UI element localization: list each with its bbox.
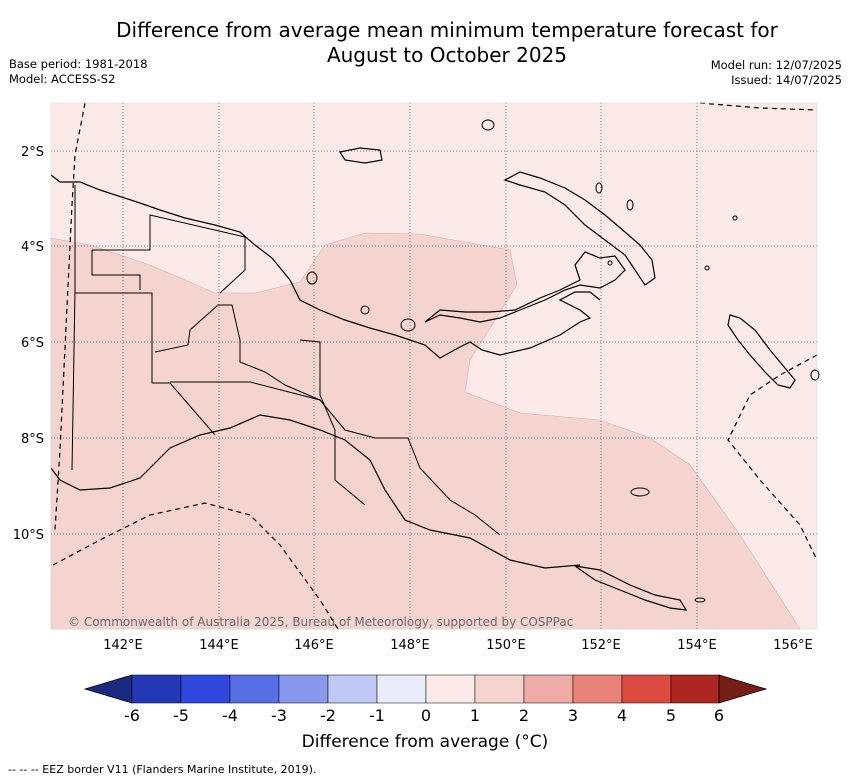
- lon-label: 152°E: [581, 638, 621, 653]
- lon-label: 144°E: [199, 638, 239, 653]
- colorbar-ticks: -6 -5 -4 -3 -2 -1 0 1 2 3 4 5 6: [124, 706, 724, 725]
- eez-footnote: -- -- -- EEZ border V11 (Flanders Marine…: [8, 763, 317, 776]
- eez-east: [727, 354, 818, 561]
- title-line-2: August to October 2025: [326, 43, 568, 67]
- issued-date: Issued: 14/07/2025: [731, 73, 842, 87]
- lon-label: 150°E: [486, 638, 526, 653]
- colorbar-tick: -5: [173, 706, 189, 725]
- colorbar-extend-high: [718, 674, 768, 704]
- base-period: Base period: 1981-2018: [9, 57, 148, 71]
- colorbar-bin: [229, 674, 280, 704]
- run-info: Model run: 12/07/2025 Issued: 14/07/2025: [711, 58, 842, 88]
- colorbar-tick: 2: [519, 706, 529, 725]
- new-britain: [424, 251, 626, 323]
- colorbar-title: Difference from average (°C): [301, 732, 549, 752]
- colorbar-bin: [278, 674, 329, 704]
- colorbar-bin: [474, 674, 525, 704]
- copyright-notice: © Commonwealth of Australia 2025, Bureau…: [68, 615, 573, 629]
- coastlines: [50, 147, 796, 611]
- model-name: Model: ACCESS-S2: [9, 72, 116, 86]
- colorbar-tick: -4: [222, 706, 238, 725]
- province-border-4: [170, 381, 501, 536]
- colorbar-tick: 3: [568, 706, 578, 725]
- colorbar: [83, 674, 768, 704]
- colorbar-tick: 0: [421, 706, 431, 725]
- colorbar-tick: 1: [470, 706, 480, 725]
- eez-borders: [52, 102, 818, 630]
- lon-label: 156°E: [773, 638, 813, 653]
- colorbar-tick: 6: [714, 706, 724, 725]
- lat-labels: 2°S 4°S 6°S 8°S 10°S: [13, 145, 44, 543]
- lat-label: 4°S: [21, 240, 44, 255]
- lat-label: 10°S: [13, 528, 44, 543]
- manus-island: [339, 147, 383, 164]
- lon-labels: 142°E 144°E 146°E 148°E 150°E 152°E 154°…: [103, 638, 813, 653]
- colorbar-bin: [376, 674, 427, 704]
- bougainville: [727, 314, 796, 389]
- base-info: Base period: 1981-2018 Model: ACCESS-S2: [9, 57, 148, 87]
- province-border-2: [75, 292, 216, 436]
- lat-label: 2°S: [21, 145, 44, 160]
- province-border-3: [154, 304, 321, 401]
- colorbar-tick: -3: [271, 706, 287, 725]
- colorbar-bin: [327, 674, 378, 704]
- map-title: Difference from average mean minimum tem…: [0, 18, 850, 68]
- model-run: Model run: 12/07/2025: [710, 58, 842, 72]
- lon-label: 154°E: [677, 638, 717, 653]
- png-indonesia-border: [71, 185, 76, 471]
- eez-west: [54, 102, 86, 531]
- colorbar-tick: -2: [320, 706, 336, 725]
- colorbar-extend-low: [83, 674, 133, 704]
- huon-south-coast: [50, 414, 581, 569]
- colorbar-tick: -1: [369, 706, 385, 725]
- new-guinea-coast: [50, 174, 601, 359]
- province-border-6: [91, 250, 141, 290]
- colorbar-bin: [670, 674, 720, 704]
- milne-bay-islands: [574, 565, 688, 611]
- colorbar-bin: [621, 674, 672, 704]
- province-border-1: [92, 214, 246, 294]
- colorbar-bin: [523, 674, 574, 704]
- map-frame: [50, 102, 818, 630]
- colorbar-bin: [131, 674, 182, 704]
- lon-label: 148°E: [390, 638, 430, 653]
- colorbar-bin: [180, 674, 231, 704]
- small-islands: [306, 119, 820, 603]
- borders: [71, 185, 501, 536]
- colorbar-bin: [425, 674, 476, 704]
- colorbar-tick: -6: [124, 706, 140, 725]
- lon-label: 146°E: [294, 638, 334, 653]
- lon-label: 142°E: [103, 638, 143, 653]
- colorbar-tick: 4: [617, 706, 627, 725]
- lat-label: 6°S: [21, 336, 44, 351]
- province-border-5: [299, 339, 366, 506]
- lat-label: 8°S: [21, 432, 44, 447]
- new-ireland: [503, 171, 656, 286]
- colorbar-bin: [572, 674, 623, 704]
- eez-northeast: [699, 102, 818, 111]
- graticule: [51, 103, 817, 629]
- colorbar-tick: 5: [666, 706, 676, 725]
- title-line-1: Difference from average mean minimum tem…: [116, 18, 778, 42]
